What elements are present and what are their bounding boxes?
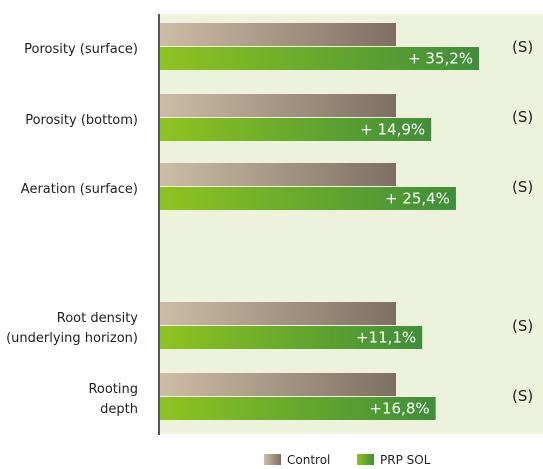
bar-control <box>160 302 396 325</box>
legend-swatch <box>357 454 374 465</box>
legend-label: Control <box>287 453 330 467</box>
significance-label: (S) <box>512 317 533 335</box>
legend-swatch <box>264 454 281 465</box>
data-label: + 25,4% <box>385 190 450 208</box>
significance-label: (S) <box>512 178 533 196</box>
data-label: +11,1% <box>356 329 416 347</box>
bar-prp-sol <box>160 118 432 141</box>
data-label: + 14,9% <box>360 121 425 139</box>
legend-label: PRP SOL <box>380 453 431 467</box>
bar-control <box>160 23 396 46</box>
significance-label: (S) <box>512 38 533 56</box>
category-label: Porosity (bottom) <box>25 113 138 128</box>
bar-prp-sol <box>160 187 456 210</box>
bar-control <box>160 94 396 117</box>
category-label: Aeration (surface) <box>21 182 138 197</box>
legend: Control PRP SOL <box>264 453 431 467</box>
significance-label: (S) <box>512 108 533 126</box>
category-label: Porosity (surface) <box>24 42 138 57</box>
category-label: Root density (underlying horizon) <box>6 311 138 346</box>
bar-prp-sol <box>160 47 480 70</box>
significance-label: (S) <box>512 387 533 405</box>
bar-control <box>160 373 396 396</box>
plot-area <box>160 14 543 434</box>
data-label: + 35,2% <box>408 50 473 68</box>
data-label: +16,8% <box>369 400 429 418</box>
category-label: Rooting depth <box>88 382 138 417</box>
bar-prp-sol <box>160 326 423 349</box>
bar-prp-sol <box>160 397 436 420</box>
bar-control <box>160 163 396 186</box>
